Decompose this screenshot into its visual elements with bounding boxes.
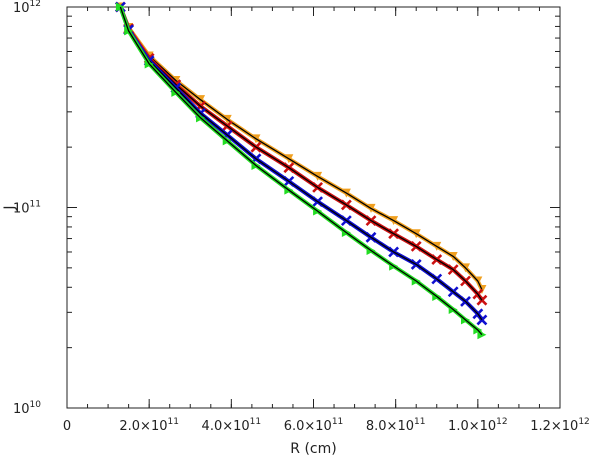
y-tick-label: 1012 — [13, 0, 41, 16]
x-tick-label: 2.0×1011 — [119, 417, 179, 434]
series-layer — [114, 1, 488, 340]
series-line — [119, 6, 483, 336]
y-tick-label: 1010 — [13, 400, 41, 417]
series-line — [119, 6, 483, 321]
series-1 — [115, 2, 487, 294]
series-band — [118, 6, 484, 302]
series-band — [118, 6, 484, 291]
y-axis-label: J — [2, 205, 18, 210]
series-line — [119, 6, 483, 290]
x-tick-label: 1.0×1012 — [448, 417, 508, 434]
x-tick-label: 4.0×1011 — [202, 417, 262, 434]
x-tick-label: 0 — [63, 419, 71, 434]
series-2 — [114, 1, 488, 306]
series-line — [119, 6, 483, 301]
x-tick-label: 6.0×1011 — [284, 417, 344, 434]
series-3 — [114, 1, 488, 326]
x-axis-label: R (cm) — [290, 441, 336, 457]
x-tick-label: 1.2×1012 — [530, 417, 590, 434]
data-point — [476, 314, 488, 326]
ticks-layer: 0 2.0×1011 4.0×1011 6.0×1011 8.0×1011 1.0×101… — [13, 0, 590, 434]
x-tick-label: 8.0×1011 — [366, 417, 426, 434]
series-band — [118, 6, 484, 337]
y-tick-label: 1011 — [13, 200, 41, 217]
series-4 — [115, 2, 487, 340]
